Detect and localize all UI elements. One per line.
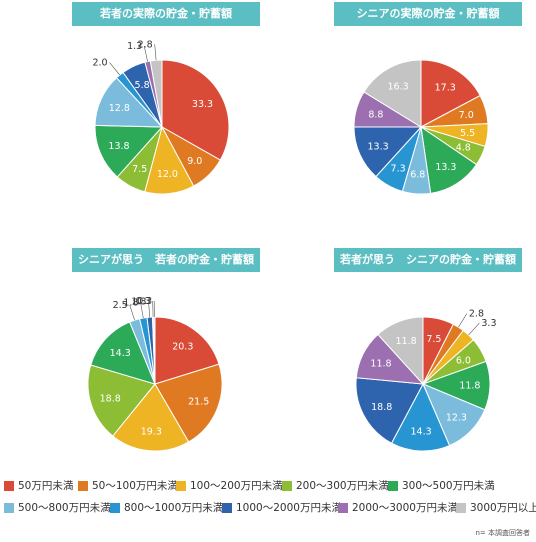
pie4-slice-6: [390, 382, 451, 452]
pie2-slice-9: [363, 59, 422, 128]
pie4-label-4: 11.8: [459, 381, 480, 392]
pie4-slice-9: [377, 316, 424, 386]
legend-item-7: 1000～2000万円未満: [222, 500, 342, 515]
pie1-label-6: 2.0: [92, 58, 107, 69]
pie2-slice-4: [420, 125, 478, 194]
pie2-label-9: 16.3: [388, 82, 409, 93]
legend-label-0: 50万円未満: [18, 480, 74, 492]
pie3-leader-5: [129, 304, 135, 321]
legend-item-5: 500～800万円未満: [4, 500, 111, 515]
pie2-label-1: 7.0: [459, 110, 474, 121]
pie4-label-8: 11.8: [370, 359, 391, 370]
legend-swatch-6: [110, 502, 120, 513]
legend-label-7: 1000～2000万円未満: [236, 502, 342, 514]
chart-title-young-thinks-senior: 若者が思う シニアの貯金・貯蓄額: [334, 248, 522, 272]
pie4-leader-2: [468, 322, 480, 336]
pie4-slice-7: [355, 377, 424, 444]
legend-item-3: 200～300万円未満: [282, 478, 389, 493]
legend-label-3: 200～300万円未満: [296, 480, 389, 492]
legend-label-9: 3000万円以上: [470, 502, 536, 514]
legend-swatch-9: [456, 502, 466, 513]
pie1-label-1: 9.0: [187, 156, 202, 167]
pie4-label-2: 3.3: [481, 318, 496, 329]
pie2-label-3: 4.8: [456, 143, 471, 154]
pie4-label-1: 2.8: [469, 309, 484, 320]
pie2-label-0: 17.3: [435, 82, 456, 93]
legend-label-8: 2000～3000万円未満: [352, 502, 458, 514]
pie1-leader-8: [143, 45, 148, 62]
pie4-label-9: 11.8: [396, 336, 417, 347]
pie3-slice-2: [112, 383, 190, 452]
pie2-slice-7: [353, 126, 423, 178]
legend-item-9: 3000万円以上: [456, 500, 536, 515]
pie3-label-8: 0.3: [136, 296, 151, 307]
pie2-label-4: 13.3: [435, 162, 456, 173]
legend-label-5: 500～800万円未満: [18, 502, 111, 514]
pie3-label-9: 0.3: [137, 296, 152, 307]
pie3-label-1: 21.5: [188, 397, 209, 408]
pie4-leader-1: [458, 313, 468, 328]
pie1-slice-4: [94, 124, 164, 178]
pie3-label-2: 19.3: [141, 426, 162, 437]
legend-label-1: 50～100万円未満: [92, 480, 178, 492]
pie2-label-7: 13.3: [368, 142, 389, 153]
legend-label-2: 100～200万円未満: [190, 480, 283, 492]
legend-label-6: 800～1000万円未満: [124, 502, 224, 514]
legend-swatch-5: [4, 502, 14, 513]
pie1-label-5: 12.8: [109, 103, 130, 114]
pie3-label-6: 1.8: [123, 297, 138, 308]
pie1-leader-9: [154, 44, 157, 61]
legend-item-4: 300～500万円未満: [388, 478, 495, 493]
legend-item-6: 800～1000万円未満: [110, 500, 223, 515]
legend-swatch-7: [222, 502, 232, 513]
legend-item-1: 50～100万円未満: [78, 478, 178, 493]
pie1-slice-0: [161, 59, 230, 161]
legend-item-0: 50万円未満: [4, 478, 73, 493]
legend-swatch-1: [78, 480, 88, 491]
pie4-label-0: 7.5: [426, 334, 441, 345]
chart-title-senior-actual: シニアの実際の貯金・貯蓄額: [334, 2, 522, 26]
legend-swatch-4: [388, 480, 398, 491]
pie3-label-3: 18.8: [100, 393, 121, 404]
pie1-label-8: 1.3: [127, 41, 142, 52]
pie1-label-4: 13.8: [108, 141, 129, 152]
pie3-slice-3: [87, 364, 156, 437]
legend-item-2: 100～200万円未満: [176, 478, 283, 493]
pie4-label-5: 12.3: [446, 413, 467, 424]
pie1-label-0: 33.3: [192, 99, 213, 110]
pie3-label-4: 14.3: [110, 348, 131, 359]
pie1-label-3: 7.5: [132, 164, 147, 175]
legend-swatch-2: [176, 480, 186, 491]
pie4-label-3: 6.0: [456, 356, 471, 367]
pie4-label-7: 18.8: [371, 402, 392, 413]
pie3-leader-7: [148, 301, 151, 318]
chart-title-young-actual: 若者の実際の貯金・貯蓄額: [72, 2, 260, 26]
legend-item-8: 2000～3000万円未満: [338, 500, 458, 515]
pie3-leader-6: [140, 302, 144, 319]
footnote: n= 本調査回答者: [475, 529, 530, 537]
pie2-slice-0: [420, 59, 481, 128]
pie3-slice-9: [153, 316, 156, 385]
pie1-label-2: 12.0: [157, 169, 178, 180]
pie2-label-2: 5.5: [460, 128, 475, 139]
pie2-label-6: 7.3: [391, 163, 406, 174]
pie2-label-8: 8.8: [368, 110, 383, 121]
legend-swatch-0: [4, 480, 14, 491]
pie1-label-9: 2.8: [138, 39, 153, 50]
legend-swatch-8: [338, 502, 348, 513]
pie3-label-7: 1.3: [131, 296, 146, 307]
pie1-leader-6: [109, 62, 120, 76]
pie3-label-0: 20.3: [172, 342, 193, 353]
pie3-slice-0: [154, 316, 220, 385]
pie2-label-5: 6.8: [410, 169, 425, 180]
pie3-slice-4: [90, 321, 156, 385]
legend-swatch-3: [282, 480, 292, 491]
chart-title-senior-thinks-young: シニアが思う 若者の貯金・貯蓄額: [72, 248, 260, 272]
pie1-label-7: 5.8: [135, 80, 150, 91]
pie3-slice-1: [154, 363, 223, 443]
pie3-label-5: 2.5: [113, 300, 128, 311]
legend-label-4: 300～500万円未満: [402, 480, 495, 492]
pie4-label-6: 14.3: [411, 426, 432, 437]
